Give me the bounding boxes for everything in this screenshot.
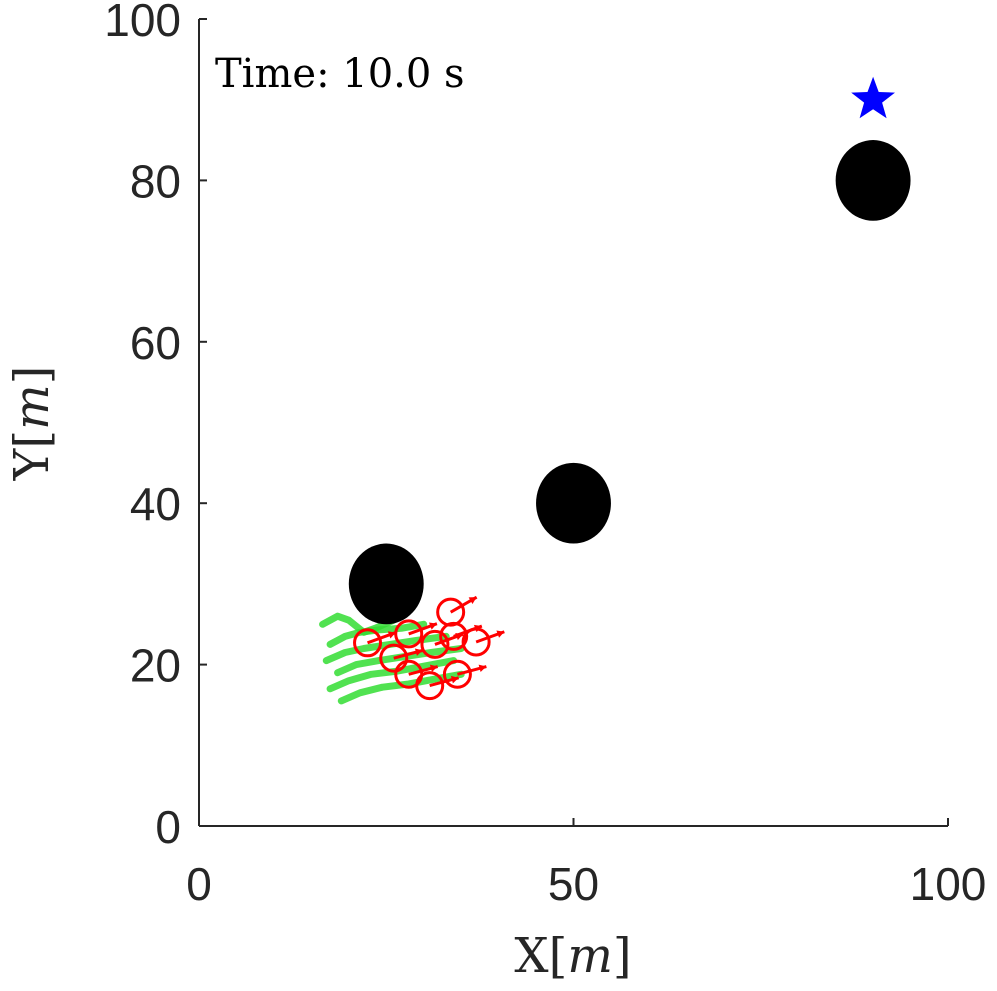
y-axis-label-rbr: ] [4,366,60,385]
trajectory-trail [334,645,465,677]
y-tick-label: 80 [130,155,181,207]
agent-arrowhead [496,630,505,638]
x-axis-label-main: X [514,928,548,984]
x-axis-label-lbr: [ [549,928,568,984]
y-tick-label: 40 [130,478,181,530]
time-annotation: Time: 10.0 s [215,51,465,97]
agent-marker [353,628,383,658]
obstacle-disc [835,140,911,221]
obstacle-disc [536,462,611,544]
x-tick-label: 100 [910,858,987,910]
y-axis-label-unit: m [4,384,60,430]
agent-marker [461,627,491,657]
agent-arrowhead [387,631,396,639]
agent-marker [394,619,424,649]
y-axis-label: Y[m] [4,366,60,482]
trails-layer [319,612,465,705]
ticks: 0 50 100 0 20 40 60 80 100 [104,0,986,910]
x-axis-label-rbr: ] [613,928,632,984]
agent-arrowhead [429,622,437,630]
y-tick-label: 0 [155,801,181,853]
agent-marker [379,643,409,673]
agent-marker [420,629,450,659]
agent-marker [442,659,472,689]
obstacle-disc [348,543,424,625]
y-tick-label: 60 [130,317,181,369]
agent-arrowhead [478,664,487,673]
y-tick-label: 20 [130,640,181,692]
y-axis-label-main: Y [4,447,60,481]
agents-layer [353,595,505,701]
agent-arrowhead [468,597,477,604]
obstacles-layer [348,140,911,625]
axes [198,19,948,827]
agent-arrowhead [429,664,438,673]
x-axis-label: X[m] [514,928,631,984]
agent-arrowhead [414,648,423,656]
x-tick-label: 50 [548,858,599,910]
agent-marker [439,621,469,651]
x-tick-label: 0 [186,858,212,910]
agent-marker [415,671,445,701]
x-axis-label-unit: m [567,928,613,984]
trajectory-trail [326,657,458,693]
goal-layer [851,76,895,119]
y-axis-label-lbr: [ [4,430,60,449]
goal-star [851,76,895,119]
y-tick-label: 100 [104,0,181,46]
agent-arrowhead [450,675,459,684]
